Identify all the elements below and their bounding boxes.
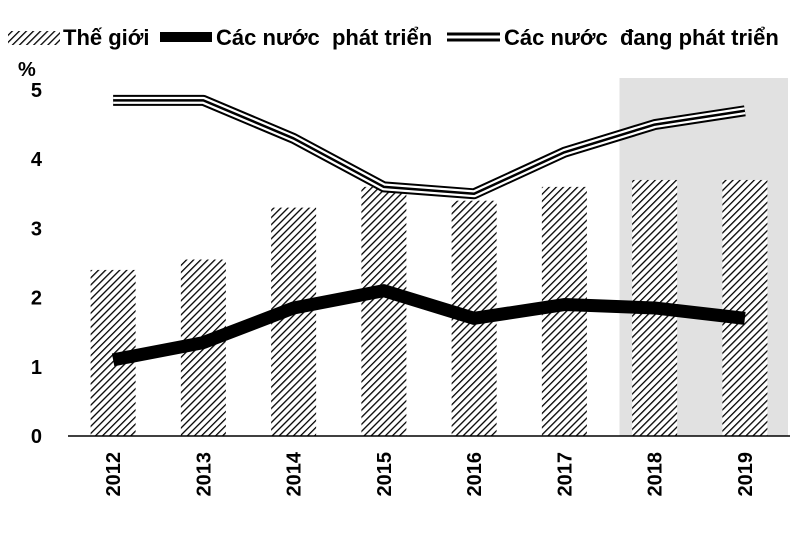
axis-layer: 0 1 2 3 4 5 2012 2013 2014 2015 2016 2017 2018 2019 <box>31 80 790 497</box>
x-tick-label-2019: 2019 <box>735 452 757 497</box>
legend-label-world: Thế giới <box>63 25 150 50</box>
legend-label-developed: Các nước phát triển <box>216 25 432 50</box>
x-tick-label-2017: 2017 <box>554 452 576 497</box>
bar-2015 <box>361 186 407 436</box>
x-tick-label-2015: 2015 <box>374 452 396 497</box>
legend: Thế giới Các nước phát triển Các nước đa… <box>8 25 779 50</box>
x-tick-label-2014: 2014 <box>284 451 306 496</box>
x-tick-label-2016: 2016 <box>464 452 486 497</box>
line-developing-center <box>113 99 746 196</box>
legend-item-developed: Các nước phát triển <box>160 25 432 50</box>
bar-2019 <box>722 179 768 436</box>
y-tick-label: 4 <box>31 149 43 171</box>
legend-item-world: Thế giới <box>8 25 150 50</box>
y-axis-unit-label: % <box>18 59 36 81</box>
legend-label-developing: Các nước đang phát triển <box>504 25 779 50</box>
x-tick-label-2013: 2013 <box>193 452 215 497</box>
x-tick-label-2012: 2012 <box>103 452 125 497</box>
line-layer <box>111 94 746 367</box>
y-tick-label: 2 <box>31 288 42 310</box>
legend-swatch-world <box>8 31 60 45</box>
y-tick-label: 0 <box>31 426 42 448</box>
x-tick-label-2018: 2018 <box>645 452 667 497</box>
line-developed <box>111 284 746 367</box>
legend-item-developing: Các nước đang phát triển <box>447 25 779 50</box>
bar-2014 <box>271 207 317 436</box>
y-tick-label: 5 <box>31 80 42 102</box>
y-tick-label: 1 <box>31 357 42 379</box>
y-tick-label: 3 <box>31 218 42 240</box>
